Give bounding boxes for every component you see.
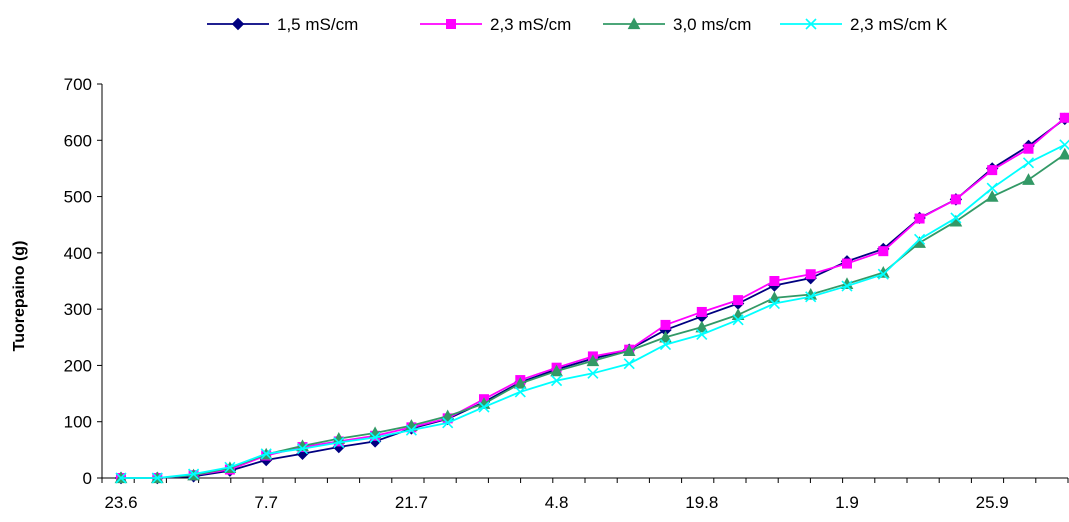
data-point (950, 194, 961, 205)
legend-label: 3,0 ms/cm (673, 15, 751, 34)
data-point (586, 354, 600, 367)
legend-marker (805, 18, 817, 30)
data-point (550, 364, 563, 377)
data-point (659, 330, 672, 343)
data-point (369, 431, 381, 444)
data-point (1059, 139, 1069, 151)
data-point (1023, 143, 1034, 154)
x-tick-label: 19.8 (685, 493, 718, 512)
data-point (224, 461, 236, 473)
data-point (1058, 147, 1069, 160)
legend-item: 2,3 mS/cm (420, 15, 571, 34)
plot-area (114, 112, 1069, 485)
y-tick-label: 500 (64, 188, 92, 207)
data-point (878, 246, 889, 257)
data-point (985, 190, 999, 202)
x-tick-label: 25.9 (976, 493, 1009, 512)
y-tick-label: 200 (64, 356, 92, 375)
data-point (914, 213, 925, 224)
y-axis: 0 100 200 300 400 500 600 700 (64, 75, 103, 488)
data-point (914, 233, 926, 245)
series-1 (114, 112, 1069, 485)
data-point (551, 375, 563, 387)
data-point (877, 268, 889, 280)
x-axis: 23.6 7.7 21.7 4.8 19.8 1.9 25.9 (101, 477, 1069, 512)
data-point (660, 319, 671, 330)
data-point (622, 344, 636, 356)
legend-item: 2,3 mS/cm K (780, 15, 948, 34)
data-point (1059, 112, 1069, 123)
data-point (841, 280, 853, 292)
x-tick-label: 7.7 (254, 493, 278, 512)
y-tick-label: 0 (83, 469, 92, 488)
series-line (121, 153, 1066, 479)
data-point (769, 276, 780, 286)
series-3 (114, 147, 1069, 484)
data-point (987, 165, 998, 176)
data-point (260, 448, 272, 460)
legend-label: 2,3 mS/cm K (850, 15, 948, 34)
data-point (333, 436, 345, 449)
data-point (768, 297, 780, 310)
data-point (950, 212, 962, 224)
data-point (513, 376, 527, 389)
data-point (842, 258, 852, 269)
data-point (405, 424, 417, 436)
legend-item: 1,5 mS/cm (207, 15, 358, 34)
data-point (441, 409, 455, 422)
data-point (732, 314, 744, 326)
x-tick-label: 23.6 (104, 493, 137, 512)
data-point (805, 269, 816, 280)
y-axis-title: Tuorepaino (g) (11, 241, 28, 352)
data-point (659, 339, 672, 351)
data-point (1022, 157, 1035, 169)
legend-label: 2,3 mS/cm (490, 15, 571, 34)
x-tick-label: 21.7 (395, 493, 428, 512)
data-point (514, 386, 526, 398)
legend-item: 3,0 ms/cm (603, 15, 751, 34)
series-2 (116, 112, 1069, 483)
data-point (478, 401, 490, 413)
x-tick-label: 1.9 (835, 493, 859, 512)
data-point (733, 295, 744, 306)
data-point (805, 291, 817, 303)
data-point (623, 358, 635, 370)
data-point (151, 472, 163, 484)
series-line (121, 143, 1066, 479)
legend-label: 1,5 mS/cm (277, 15, 358, 34)
data-point (696, 306, 707, 317)
y-tick-label: 300 (64, 300, 92, 319)
data-point (296, 443, 309, 455)
y-tick-label: 100 (64, 413, 92, 432)
data-point (115, 472, 127, 484)
data-point (986, 182, 998, 194)
legend: 1,5 mS/cm 2,3 mS/cm 3,0 ms/cm 2,3 mS/cm K (207, 15, 948, 34)
series-line (121, 117, 1066, 479)
data-point (442, 417, 454, 429)
series-line (121, 118, 1066, 479)
data-point (1022, 173, 1035, 185)
legend-marker (627, 17, 641, 30)
data-point (696, 328, 708, 341)
legend-marker (446, 19, 456, 29)
x-tick-label: 4.8 (545, 493, 569, 512)
series-4 (115, 139, 1069, 484)
data-point (695, 320, 709, 333)
data-point (587, 367, 599, 379)
y-tick-label: 400 (64, 244, 92, 263)
legend-marker (231, 17, 245, 31)
y-tick-label: 700 (64, 75, 92, 94)
y-tick-label: 600 (64, 131, 92, 150)
data-point (188, 468, 200, 480)
